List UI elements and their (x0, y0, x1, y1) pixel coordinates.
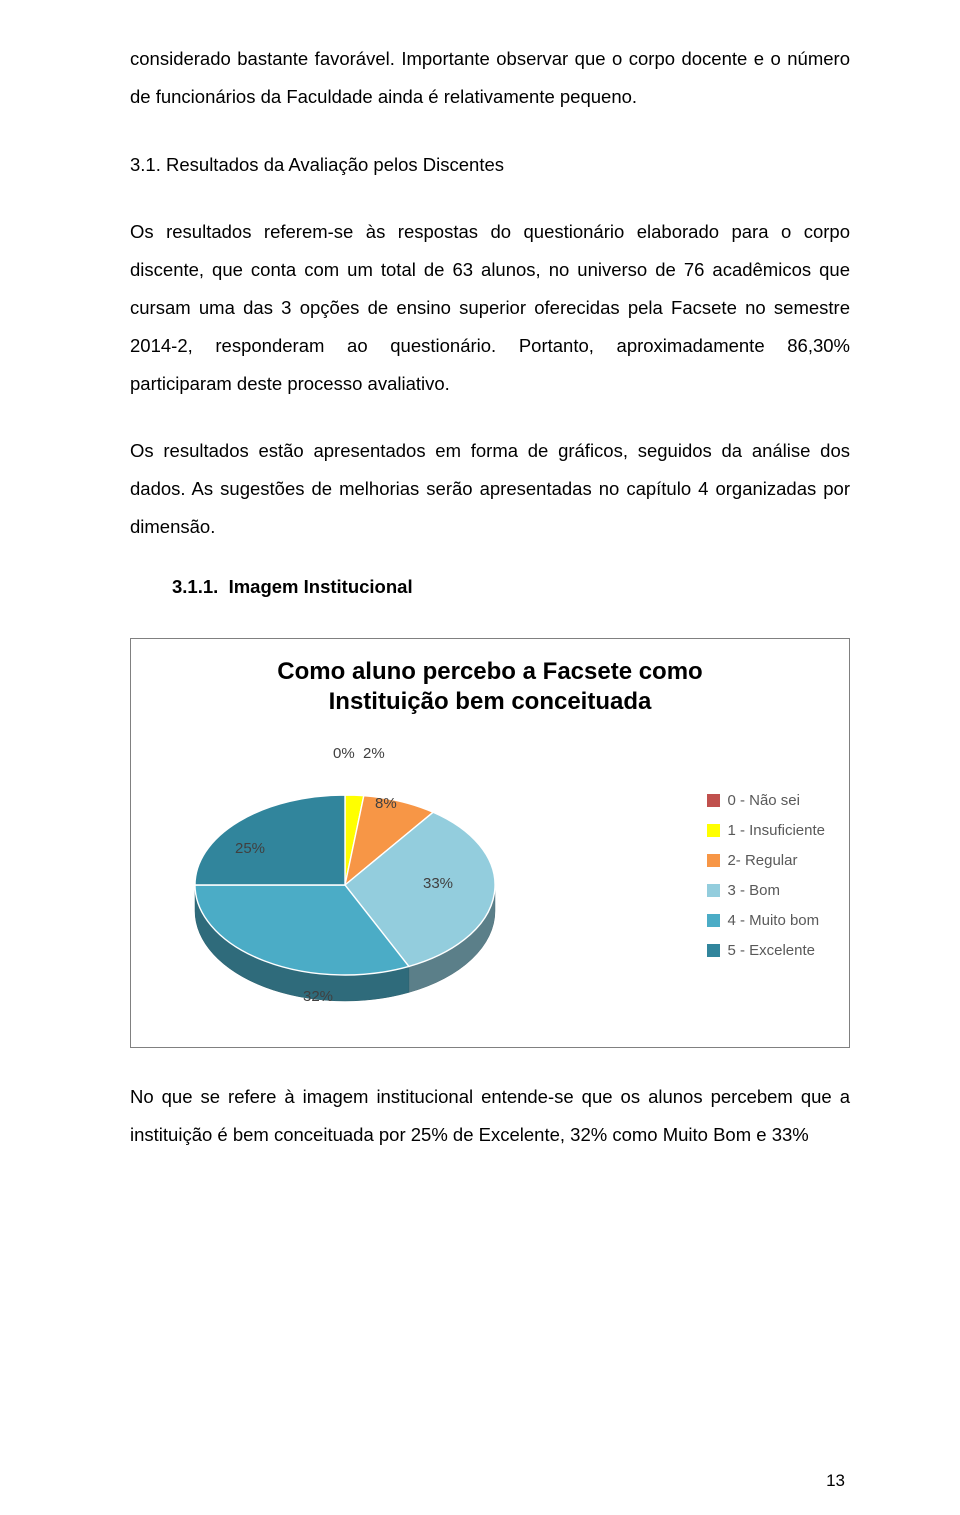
legend-label: 0 - Não sei (727, 792, 800, 809)
legend-swatch (707, 944, 720, 957)
legend-item: 3 - Bom (707, 882, 825, 899)
chart-title-line2: Instituição bem conceituada (329, 688, 652, 715)
legend-item: 4 - Muito bom (707, 912, 825, 929)
pie-data-label: 33% (423, 875, 453, 892)
analysis-paragraph: No que se refere à imagem institucional … (130, 1078, 850, 1154)
legend-label: 4 - Muito bom (727, 912, 819, 929)
subsection-heading: 3.1.1. Imagem Institucional (172, 576, 850, 598)
subsection-number: 3.1.1. (172, 576, 218, 597)
section-number: 3.1. (130, 154, 161, 175)
legend-swatch (707, 914, 720, 927)
pie-chart: 0% 2% 8% 33% 32% 25% (145, 730, 545, 1020)
pie-chart-container: Como aluno percebo a Facsete como Institu… (130, 638, 850, 1048)
section-title: Resultados da Avaliação pelos Discentes (166, 154, 504, 175)
legend-label: 3 - Bom (727, 882, 780, 899)
legend-swatch (707, 884, 720, 897)
legend-item: 0 - Não sei (707, 792, 825, 809)
pie-data-label: 2% (363, 745, 385, 762)
legend-label: 2- Regular (727, 852, 797, 869)
legend-swatch (707, 824, 720, 837)
discentes-paragraph-2: Os resultados estão apresentados em form… (130, 432, 850, 546)
legend-item: 5 - Excelente (707, 942, 825, 959)
pie-labels: 0% 2% 8% 33% 32% 25% (145, 730, 545, 1020)
pie-data-label: 8% (375, 795, 397, 812)
legend-swatch (707, 854, 720, 867)
chart-body: 0% 2% 8% 33% 32% 25% 0 - Não sei 1 - Insuficie… (145, 725, 835, 1025)
legend-item: 2- Regular (707, 852, 825, 869)
legend-item: 1 - Insuficiente (707, 822, 825, 839)
section-heading: 3.1. Resultados da Avaliação pelos Disce… (130, 146, 850, 183)
legend-label: 5 - Excelente (727, 942, 815, 959)
chart-legend: 0 - Não sei 1 - Insuficiente 2- Regular 3 -… (707, 792, 835, 959)
chart-title-line1: Como aluno percebo a Facsete como (277, 658, 702, 685)
discentes-paragraph-1: Os resultados referem-se às respostas do… (130, 213, 850, 403)
pie-data-label: 0% (333, 745, 355, 762)
intro-continuation: considerado bastante favorável. Importan… (130, 40, 850, 116)
pie-data-label: 32% (303, 988, 333, 1005)
subsection-title: Imagem Institucional (229, 576, 413, 597)
page-number: 13 (826, 1471, 845, 1491)
legend-label: 1 - Insuficiente (727, 822, 825, 839)
chart-title: Como aluno percebo a Facsete como Institu… (145, 657, 835, 717)
legend-swatch (707, 794, 720, 807)
pie-data-label: 25% (235, 840, 265, 857)
